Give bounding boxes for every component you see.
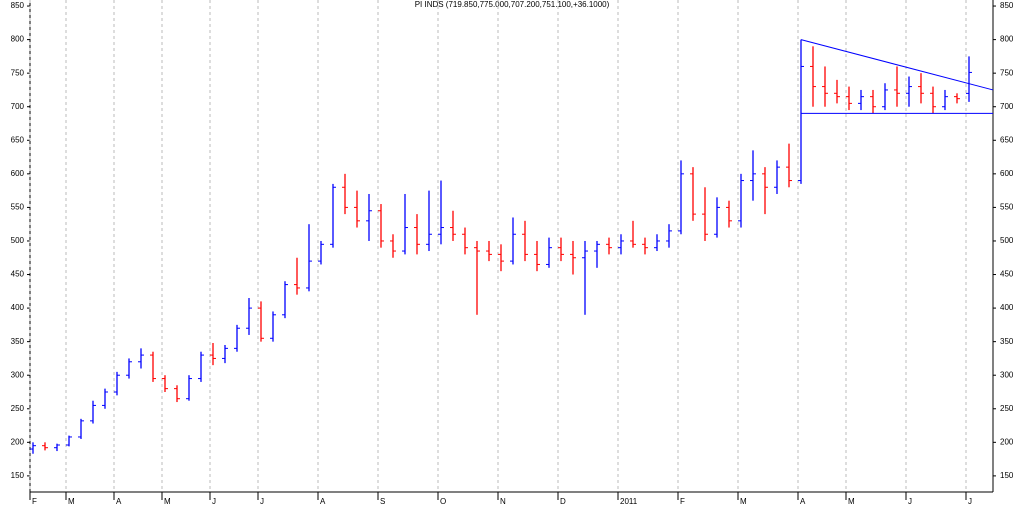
x-tick-label: S xyxy=(380,497,385,506)
x-tick-label: M xyxy=(740,497,747,506)
trendline xyxy=(800,39,994,91)
x-tick-label: O xyxy=(440,497,446,506)
y-tick-label: 500 xyxy=(11,236,25,245)
y-tick-label: 750 xyxy=(1000,68,1014,77)
x-tick-label: A xyxy=(320,497,326,506)
x-tick-label: A xyxy=(116,497,122,506)
x-tick-label: D xyxy=(560,497,566,506)
y-tick-label: 850 xyxy=(11,1,25,10)
y-tick-label: 300 xyxy=(11,370,25,379)
y-tick-label: 550 xyxy=(1000,203,1014,212)
x-tick-label: N xyxy=(500,497,506,506)
x-tick-label: A xyxy=(800,497,806,506)
y-tick-label: 250 xyxy=(11,404,25,413)
x-tick-label: F xyxy=(680,497,685,506)
y-tick-label: 400 xyxy=(1000,303,1014,312)
x-tick-label: J xyxy=(260,497,264,506)
y-tick-label: 600 xyxy=(1000,169,1014,178)
x-tick-label: 2011 xyxy=(620,497,638,506)
y-tick-label: 150 xyxy=(1000,471,1014,480)
y-tick-label: 550 xyxy=(11,203,25,212)
y-tick-label: 850 xyxy=(1000,1,1014,10)
y-tick-label: 650 xyxy=(1000,135,1014,144)
x-tick-label: M xyxy=(164,497,171,506)
y-tick-label: 500 xyxy=(1000,236,1014,245)
y-tick-label: 200 xyxy=(1000,437,1014,446)
y-tick-label: 800 xyxy=(11,35,25,44)
y-tick-label: 650 xyxy=(11,135,25,144)
x-tick-label: J xyxy=(908,497,912,506)
y-tick-label: 250 xyxy=(1000,404,1014,413)
y-tick-label: 800 xyxy=(1000,35,1014,44)
y-tick-label: 600 xyxy=(11,169,25,178)
y-tick-label: 700 xyxy=(11,102,25,111)
y-tick-label: 200 xyxy=(11,437,25,446)
x-tick-label: M xyxy=(848,497,855,506)
x-tick-label: F xyxy=(32,497,37,506)
x-tick-label: J xyxy=(212,497,216,506)
x-tick-label: M xyxy=(68,497,75,506)
y-tick-label: 400 xyxy=(11,303,25,312)
y-tick-label: 450 xyxy=(1000,270,1014,279)
chart-title: PI INDS (719.850,775.000,707.200,751.100… xyxy=(415,0,610,9)
x-tick-label: J xyxy=(968,497,972,506)
y-tick-label: 750 xyxy=(11,68,25,77)
y-tick-label: 300 xyxy=(1000,370,1014,379)
y-tick-label: 350 xyxy=(1000,337,1014,346)
y-tick-label: 700 xyxy=(1000,102,1014,111)
y-tick-label: 350 xyxy=(11,337,25,346)
y-tick-label: 150 xyxy=(11,471,25,480)
y-tick-label: 450 xyxy=(11,270,25,279)
